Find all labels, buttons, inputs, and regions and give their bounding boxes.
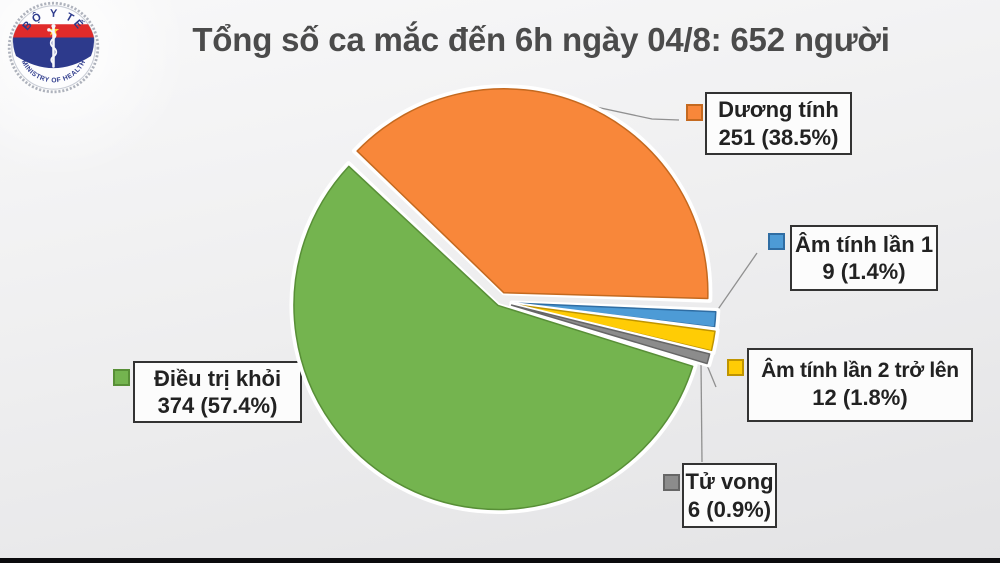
legend-label: Âm tính lần 2 trở lên [761, 359, 959, 383]
pie-slice-0 [351, 84, 713, 303]
legend-label: Âm tính lần 1 [794, 231, 934, 257]
leader-line-positive [567, 100, 680, 121]
leader-line-negative-1st [711, 252, 758, 319]
legend-positive: Dương tính 251 (38.5%) [705, 92, 852, 155]
chart-title: Tổng số ca mắc đến 6h ngày 04/8: 652 ngư… [192, 21, 890, 58]
legend-value: 251 (38.5%) [718, 124, 839, 150]
legend-value: 6 (0.9%) [687, 496, 772, 522]
legend-swatch-deaths [663, 474, 680, 491]
pie-slice-1 [509, 300, 721, 332]
legend-negative-2nd-plus: Âm tính lần 2 trở lên 12 (1.8%) [747, 348, 973, 422]
legend-swatch-negative-1st [768, 233, 785, 250]
legend-recovered: Điều trị khỏi 374 (57.4%) [133, 361, 302, 423]
legend-negative-1st: Âm tính lần 1 9 (1.4%) [790, 225, 938, 291]
legend-label: Tử vong [685, 469, 774, 495]
pie-slice-2 [510, 301, 720, 356]
pie-slice-3 [509, 302, 715, 368]
pie-slice-2 [512, 303, 716, 352]
legend-label: Dương tính [718, 97, 839, 123]
pie-slice-4 [289, 161, 698, 514]
logo-caduceus-icon [47, 24, 58, 68]
legend-value: 374 (57.4%) [157, 393, 278, 418]
pie-slice-4 [293, 165, 694, 511]
legend-swatch-negative-2nd-plus [727, 359, 744, 376]
legend-swatch-recovered [113, 369, 130, 386]
pie-slice-3 [510, 304, 711, 365]
legend-deaths: Tử vong 6 (0.9%) [682, 463, 777, 528]
legend-label: Điều trị khỏi [153, 365, 282, 391]
legend-swatch-positive [686, 104, 703, 121]
pie-slices-group [289, 84, 721, 514]
leader-line-deaths [700, 361, 703, 463]
legend-value: 12 (1.8%) [812, 385, 908, 411]
logo-wreath-ring [7, 1, 100, 94]
pie-slice-0 [356, 88, 709, 300]
leader-line-negative-2nd-plus [701, 352, 717, 388]
pie-slice-1 [511, 302, 717, 328]
ministry-of-health-logo: BỘ Y TẾ MINISTRY OF HEALTH [7, 1, 100, 94]
legend-value: 9 (1.4%) [822, 259, 906, 284]
bottom-black-bar [0, 558, 1000, 563]
